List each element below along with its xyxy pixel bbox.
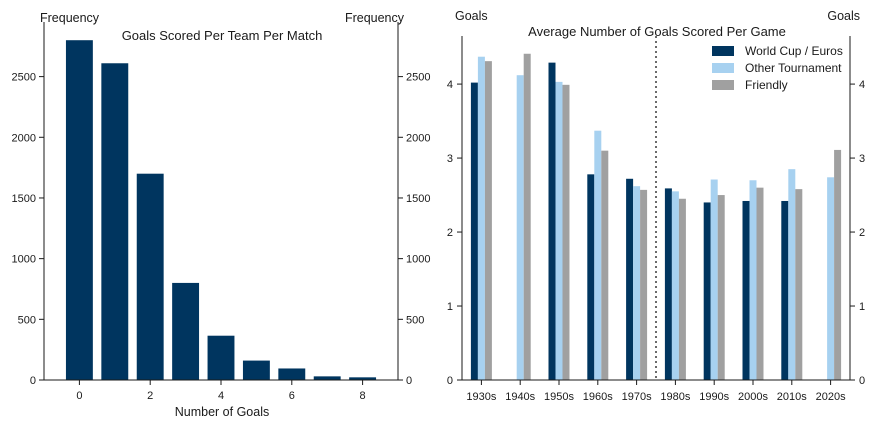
right-chart-ytick-right-label: 4 (859, 79, 865, 91)
right-chart (470, 53, 842, 381)
right-chart-ylabel-left: Goals (455, 9, 488, 23)
bar-other-tournament-2010s (788, 169, 796, 380)
left-chart-ytick-left-label: 1000 (12, 254, 36, 266)
goals-bar-1 (101, 63, 129, 380)
right-chart-ytick-right-label: 2 (859, 227, 865, 239)
legend-label-friendly: Friendly (745, 78, 788, 92)
left-chart-ytick-left-label: 2000 (12, 132, 36, 144)
bar-world-cup-1960s (587, 174, 595, 380)
bar-world-cup-1930s (470, 82, 478, 381)
goals-bar-7 (313, 376, 341, 380)
right-chart-xtick-label: 1990s (699, 391, 729, 403)
left-chart-ytick-right-label: 2000 (406, 132, 430, 144)
right-chart-xtick-label: 1940s (505, 391, 535, 403)
left-chart-ylabel-left: Frequency (40, 11, 100, 25)
left-chart-ytick-right-label: 500 (406, 314, 424, 326)
bar-friendly-1960s (601, 150, 609, 380)
goals-bar-2 (136, 173, 164, 380)
bar-friendly-2000s (756, 187, 764, 380)
bar-world-cup-1990s (703, 202, 711, 380)
left-chart-xtick-label: 6 (289, 390, 295, 402)
bar-other-tournament-1990s (710, 179, 718, 380)
bar-friendly-1930s (484, 61, 492, 381)
bar-world-cup-2000s (742, 200, 750, 380)
right-chart-xtick-label: 1930s (466, 391, 496, 403)
bar-friendly-2020s (834, 149, 842, 380)
bar-other-tournament-1960s (594, 130, 602, 380)
bar-other-tournament-2020s (827, 177, 835, 380)
left-chart-xtick-label: 8 (360, 390, 366, 402)
left-chart-xtick-label: 0 (76, 390, 82, 402)
bar-friendly-1980s (678, 198, 686, 380)
right-chart-title: Average Number of Goals Scored Per Game (528, 24, 786, 39)
legend-swatch-world-cup (712, 46, 734, 56)
right-chart-xtick-label: 1970s (622, 391, 652, 403)
goals-bar-8 (349, 377, 377, 380)
bar-world-cup-1980s (664, 188, 672, 380)
left-chart-xlabel: Number of Goals (175, 405, 269, 419)
bar-world-cup-2010s (781, 200, 789, 380)
bar-friendly-1950s (562, 84, 570, 380)
bar-friendly-1990s (717, 195, 725, 380)
left-chart-ylabel-right: Frequency (345, 11, 405, 25)
left-chart-ytick-right-label: 1500 (406, 193, 430, 205)
right-chart-ytick-left-label: 0 (447, 375, 453, 387)
legend: World Cup / Euros Other Tournament Friendl… (712, 44, 843, 92)
right-chart-ytick-left-label: 1 (447, 301, 453, 313)
right-chart-ytick-right-label: 3 (859, 153, 865, 165)
right-chart-ytick-right-label: 1 (859, 301, 865, 313)
bar-other-tournament-2000s (749, 180, 757, 380)
left-chart-title: Goals Scored Per Team Per Match (122, 28, 323, 43)
right-chart-ytick-left-label: 4 (447, 79, 453, 91)
right-chart-ylabel-right: Goals (827, 9, 860, 23)
left-chart-ytick-right-label: 2500 (406, 72, 430, 84)
right-chart-xtick-label: 2000s (738, 391, 768, 403)
right-chart-ytick-right-label: 0 (859, 375, 865, 387)
goals-bar-4 (207, 335, 235, 380)
left-chart (65, 40, 377, 380)
left-chart-ytick-right-label: 1000 (406, 254, 430, 266)
bar-other-tournament-1950s (555, 81, 563, 380)
right-chart-ytick-left-label: 3 (447, 153, 453, 165)
legend-swatch-friendly (712, 80, 734, 90)
goals-bar-0 (65, 40, 93, 380)
legend-label-other-tournament: Other Tournament (745, 61, 842, 75)
goals-bar-5 (242, 360, 270, 380)
bar-friendly-2010s (795, 189, 803, 380)
right-chart-ytick-left-label: 2 (447, 227, 453, 239)
left-chart-ytick-right-label: 0 (406, 375, 412, 387)
goals-bar-6 (278, 368, 306, 380)
bar-other-tournament-1940s (516, 75, 524, 380)
bar-world-cup-1970s (626, 178, 634, 380)
bar-other-tournament-1930s (477, 56, 485, 380)
left-chart-xtick-label: 2 (147, 390, 153, 402)
legend-label-world-cup: World Cup / Euros (745, 44, 843, 58)
bar-other-tournament-1980s (671, 191, 679, 380)
bar-friendly-1970s (640, 189, 648, 380)
right-chart-xtick-label: 2010s (777, 391, 807, 403)
left-chart-ytick-left-label: 1500 (12, 193, 36, 205)
legend-swatch-other-tournament (712, 63, 734, 73)
right-chart-xtick-label: 1980s (660, 391, 690, 403)
left-chart-xtick-label: 4 (218, 390, 224, 402)
left-chart-ytick-left-label: 0 (30, 375, 36, 387)
left-chart-ytick-left-label: 500 (18, 314, 36, 326)
goals-bar-3 (172, 282, 200, 380)
left-chart-ytick-left-label: 2500 (12, 72, 36, 84)
bar-friendly-1940s (523, 53, 531, 381)
right-chart-xtick-label: 1950s (544, 391, 574, 403)
bar-other-tournament-1970s (633, 186, 641, 380)
right-chart-xtick-label: 1960s (583, 391, 613, 403)
bar-world-cup-1950s (548, 62, 556, 380)
right-chart-xtick-label: 2020s (816, 391, 846, 403)
